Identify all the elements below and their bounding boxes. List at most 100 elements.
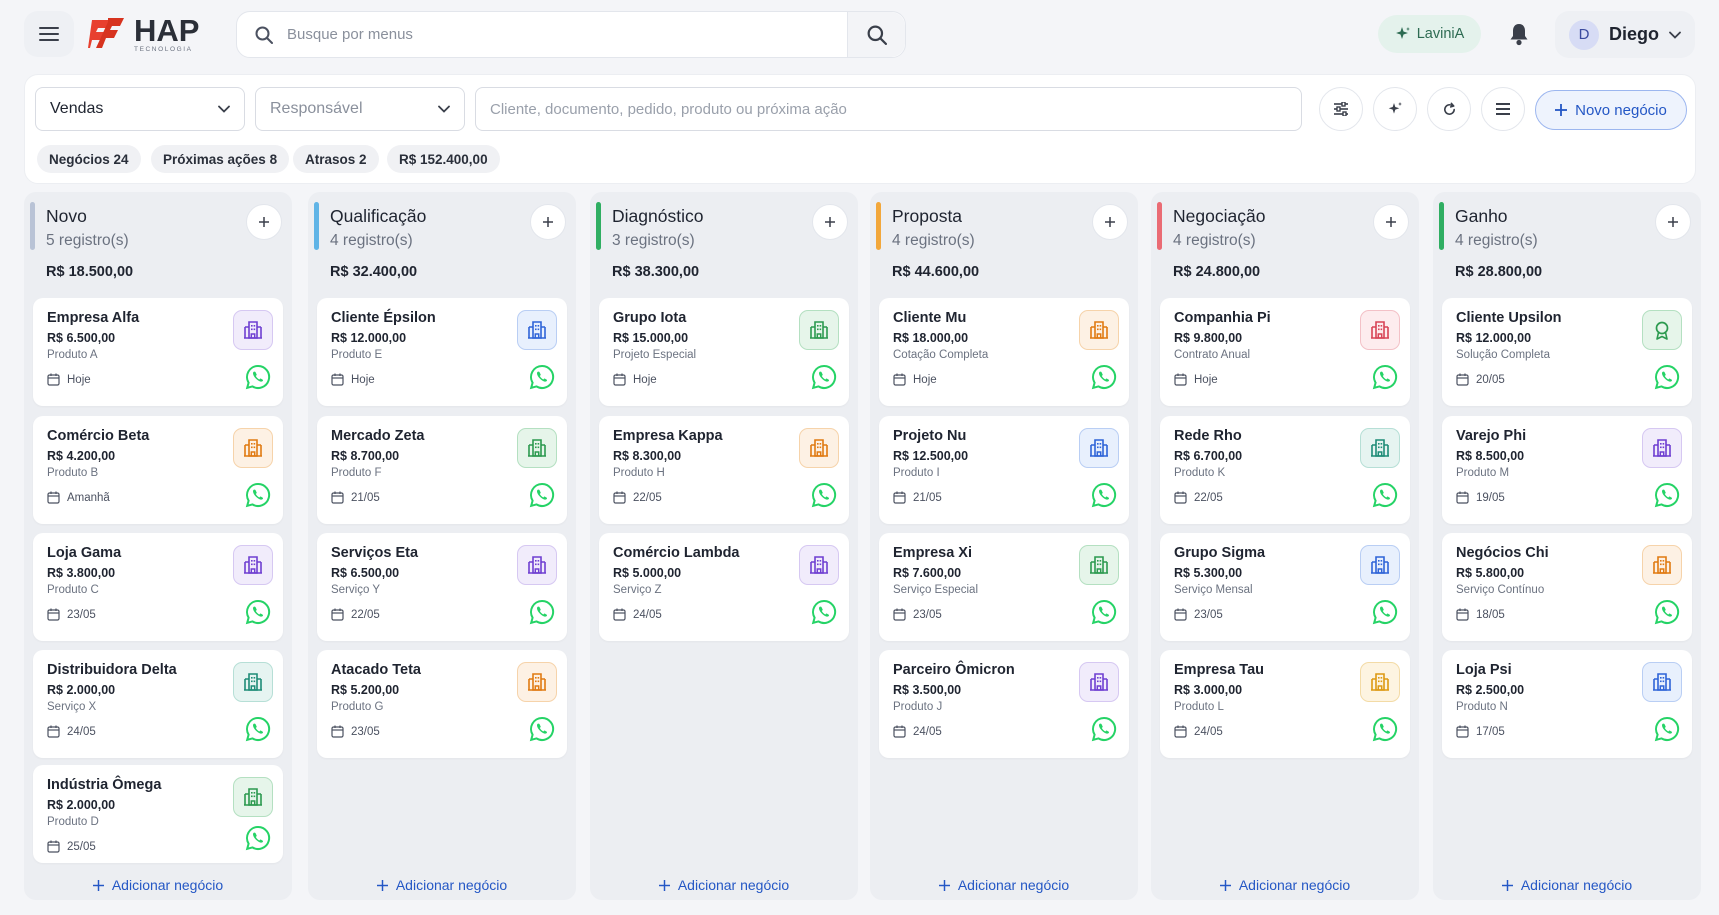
whatsapp-icon[interactable] — [1654, 482, 1680, 508]
top-bar: HAP TECNOLOGIA LaviniA D Diego — [0, 0, 1719, 70]
deal-card[interactable]: Distribuidora Delta R$ 2.000,00 Serviço … — [33, 650, 283, 758]
chip-overdue[interactable]: Atrasos 2 — [293, 145, 379, 173]
deal-card[interactable]: Loja Gama R$ 3.800,00 Produto C 23/05 — [33, 533, 283, 641]
column-title: Diagnóstico — [612, 206, 704, 226]
add-business-label: Adicionar negócio — [677, 877, 790, 893]
ai-suggest-button[interactable] — [1373, 87, 1417, 131]
deal-card[interactable]: Empresa Xi R$ 7.600,00 Serviço Especial … — [879, 533, 1129, 641]
hap-logo[interactable]: HAP TECNOLOGIA — [88, 14, 199, 54]
deal-card-name: Empresa Tau — [1174, 662, 1264, 678]
new-deal-button[interactable]: Novo negócio — [1535, 90, 1687, 130]
column-count: 3 registro(s) — [612, 232, 695, 249]
whatsapp-icon[interactable] — [245, 825, 271, 851]
whatsapp-icon[interactable] — [1091, 364, 1117, 390]
chip-total[interactable]: R$ 152.400,00 — [387, 145, 500, 173]
deal-card[interactable]: Cliente Upsilon R$ 12.000,00 Solução Com… — [1442, 298, 1692, 406]
add-business-button[interactable]: Adicionar negócio — [1433, 874, 1701, 896]
whatsapp-icon[interactable] — [245, 364, 271, 390]
deal-card[interactable]: Rede Rho R$ 6.700,00 Produto K 22/05 — [1160, 416, 1410, 524]
whatsapp-icon[interactable] — [811, 599, 837, 625]
calendar-icon — [47, 608, 60, 621]
deal-card[interactable]: Comércio Beta R$ 4.200,00 Produto B Aman… — [33, 416, 283, 524]
deal-card-name: Parceiro Ômicron — [893, 662, 1015, 678]
whatsapp-icon[interactable] — [1091, 716, 1117, 742]
add-business-button[interactable]: Adicionar negócio — [308, 874, 576, 896]
deal-card[interactable]: Atacado Teta R$ 5.200,00 Produto G 23/05 — [317, 650, 567, 758]
filter-settings-button[interactable] — [1319, 87, 1363, 131]
user-menu[interactable]: D Diego — [1555, 11, 1695, 58]
column-accent-bar — [30, 202, 35, 250]
deal-card[interactable]: Empresa Kappa R$ 8.300,00 Produto H 22/0… — [599, 416, 849, 524]
deal-card[interactable]: Serviços Eta R$ 6.500,00 Serviço Y 22/05 — [317, 533, 567, 641]
deal-card-date-text: 22/05 — [633, 491, 662, 504]
whatsapp-icon[interactable] — [1372, 599, 1398, 625]
building-icon — [1642, 662, 1682, 702]
deal-card[interactable]: Mercado Zeta R$ 8.700,00 Produto F 21/05 — [317, 416, 567, 524]
column-add-button[interactable] — [812, 204, 848, 240]
menu-search-input[interactable] — [287, 26, 847, 43]
add-business-button[interactable]: Adicionar negócio — [24, 874, 292, 896]
whatsapp-icon[interactable] — [1372, 364, 1398, 390]
add-business-button[interactable]: Adicionar negócio — [590, 874, 858, 896]
logo-text: HAP — [134, 12, 200, 48]
lavinia-ai-button[interactable]: LaviniA — [1378, 15, 1481, 53]
whatsapp-icon[interactable] — [529, 482, 555, 508]
plus-icon — [92, 879, 104, 891]
deal-card[interactable]: Cliente Mu R$ 18.000,00 Cotação Completa… — [879, 298, 1129, 406]
deal-card[interactable]: Projeto Nu R$ 12.500,00 Produto I 21/05 — [879, 416, 1129, 524]
deal-card[interactable]: Negócios Chi R$ 5.800,00 Serviço Contínu… — [1442, 533, 1692, 641]
deal-card[interactable]: Comércio Lambda R$ 5.000,00 Serviço Z 24… — [599, 533, 849, 641]
whatsapp-icon[interactable] — [1091, 599, 1117, 625]
whatsapp-icon[interactable] — [811, 364, 837, 390]
deal-search-input[interactable] — [490, 100, 1287, 118]
column-add-button[interactable] — [530, 204, 566, 240]
deal-card[interactable]: Grupo Iota R$ 15.000,00 Projeto Especial… — [599, 298, 849, 406]
plus-icon — [376, 879, 388, 891]
add-business-button[interactable]: Adicionar negócio — [870, 874, 1138, 896]
column-add-button[interactable] — [1092, 204, 1128, 240]
deal-card[interactable]: Loja Psi R$ 2.500,00 Produto N 17/05 — [1442, 650, 1692, 758]
whatsapp-icon[interactable] — [529, 716, 555, 742]
deal-card-date: 23/05 — [893, 608, 942, 621]
list-view-button[interactable] — [1481, 87, 1525, 131]
deal-card[interactable]: Empresa Tau R$ 3.000,00 Produto L 24/05 — [1160, 650, 1410, 758]
deal-card[interactable]: Indústria Ômega R$ 2.000,00 Produto D 25… — [33, 765, 283, 863]
column-add-button[interactable] — [1373, 204, 1409, 240]
add-business-button[interactable]: Adicionar negócio — [1151, 874, 1419, 896]
pipeline-select[interactable]: Vendas — [35, 87, 245, 131]
deal-card[interactable]: Parceiro Ômicron R$ 3.500,00 Produto J 2… — [879, 650, 1129, 758]
whatsapp-icon[interactable] — [529, 364, 555, 390]
whatsapp-icon[interactable] — [1654, 599, 1680, 625]
menu-button[interactable] — [24, 11, 74, 57]
responsible-select[interactable]: Responsável — [255, 87, 465, 131]
column-add-button[interactable] — [246, 204, 282, 240]
whatsapp-icon[interactable] — [1654, 716, 1680, 742]
deal-card-value: R$ 6.700,00 — [1174, 449, 1243, 463]
whatsapp-icon[interactable] — [1372, 716, 1398, 742]
whatsapp-icon[interactable] — [1091, 482, 1117, 508]
deal-card[interactable]: Cliente Épsilon R$ 12.000,00 Produto E H… — [317, 298, 567, 406]
whatsapp-icon[interactable] — [245, 599, 271, 625]
search-submit-button[interactable] — [847, 12, 905, 57]
deal-card-name: Loja Gama — [47, 545, 122, 561]
whatsapp-icon[interactable] — [245, 482, 271, 508]
deal-card-date-text: 18/05 — [1476, 608, 1505, 621]
deal-card[interactable]: Varejo Phi R$ 8.500,00 Produto M 19/05 — [1442, 416, 1692, 524]
column-title: Negociação — [1173, 206, 1266, 226]
deal-card[interactable]: Grupo Sigma R$ 5.300,00 Serviço Mensal 2… — [1160, 533, 1410, 641]
chip-next-actions[interactable]: Próximas ações 8 — [151, 145, 290, 173]
deal-card[interactable]: Companhia Pi R$ 9.800,00 Contrato Anual … — [1160, 298, 1410, 406]
whatsapp-icon[interactable] — [811, 482, 837, 508]
column-add-button[interactable] — [1655, 204, 1691, 240]
whatsapp-icon[interactable] — [245, 716, 271, 742]
chip-deals[interactable]: Negócios 24 — [37, 145, 141, 173]
notifications-button[interactable] — [1506, 20, 1532, 48]
whatsapp-icon[interactable] — [1654, 364, 1680, 390]
refresh-button[interactable] — [1427, 87, 1471, 131]
whatsapp-icon[interactable] — [529, 599, 555, 625]
deal-card[interactable]: Empresa Alfa R$ 6.500,00 Produto A Hoje — [33, 298, 283, 406]
column-count: 4 registro(s) — [1455, 232, 1538, 249]
deal-card-date: 24/05 — [47, 725, 96, 738]
whatsapp-icon[interactable] — [1372, 482, 1398, 508]
deal-card-date-text: Amanhã — [67, 491, 110, 504]
